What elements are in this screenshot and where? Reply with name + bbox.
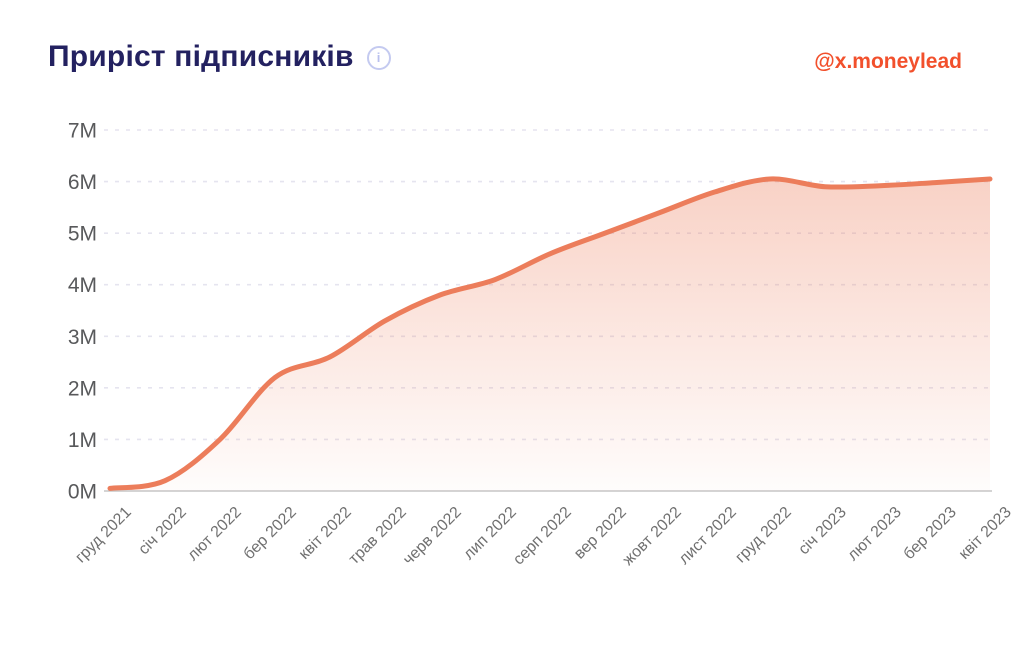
- x-tick-label: бер 2022: [241, 504, 300, 563]
- x-tick-label: жовт 2022: [620, 504, 685, 569]
- x-tick-label: лист 2022: [676, 504, 740, 568]
- x-tick-label: бер 2023: [901, 504, 960, 563]
- y-tick-label: 2M: [68, 377, 97, 400]
- x-tick-label: січ 2023: [795, 504, 849, 558]
- x-tick-label: груд 2022: [732, 504, 795, 567]
- y-tick-label: 5M: [68, 223, 97, 246]
- y-tick-label: 6M: [68, 171, 97, 194]
- page-title: Приріст підписників: [48, 40, 354, 73]
- info-icon[interactable]: i: [366, 46, 391, 70]
- y-axis-labels: 0M 1M 2M 3M 4M 5M 6M 7M: [68, 120, 97, 504]
- x-tick-label: лют 2023: [844, 504, 904, 564]
- x-tick-label: січ 2022: [135, 504, 189, 558]
- x-tick-label: квіт 2023: [956, 504, 1015, 563]
- y-tick-label: 4M: [68, 274, 97, 297]
- trend-line: [107, 176, 993, 491]
- watermark-handle: @x.moneylead: [814, 50, 962, 73]
- y-tick-label: 7M: [68, 120, 97, 143]
- y-tick-label: 3M: [68, 326, 97, 349]
- x-tick-label: трав 2022: [346, 504, 410, 568]
- x-tick-label: серп 2022: [510, 504, 575, 569]
- chart-header: Приріст підписників i @x.moneylead: [48, 40, 962, 74]
- x-tick-label: лют 2022: [184, 504, 244, 564]
- y-tick-label: 0M: [68, 481, 97, 504]
- x-tick-label: квіт 2022: [296, 504, 355, 563]
- area-fill: [110, 178, 990, 491]
- x-tick-label: вер 2022: [571, 504, 630, 563]
- y-tick-label: 1M: [68, 429, 97, 452]
- x-tick-label: груд 2021: [72, 504, 135, 567]
- x-tick-label: черв 2022: [400, 504, 465, 569]
- title-row: Приріст підписників i: [48, 40, 391, 74]
